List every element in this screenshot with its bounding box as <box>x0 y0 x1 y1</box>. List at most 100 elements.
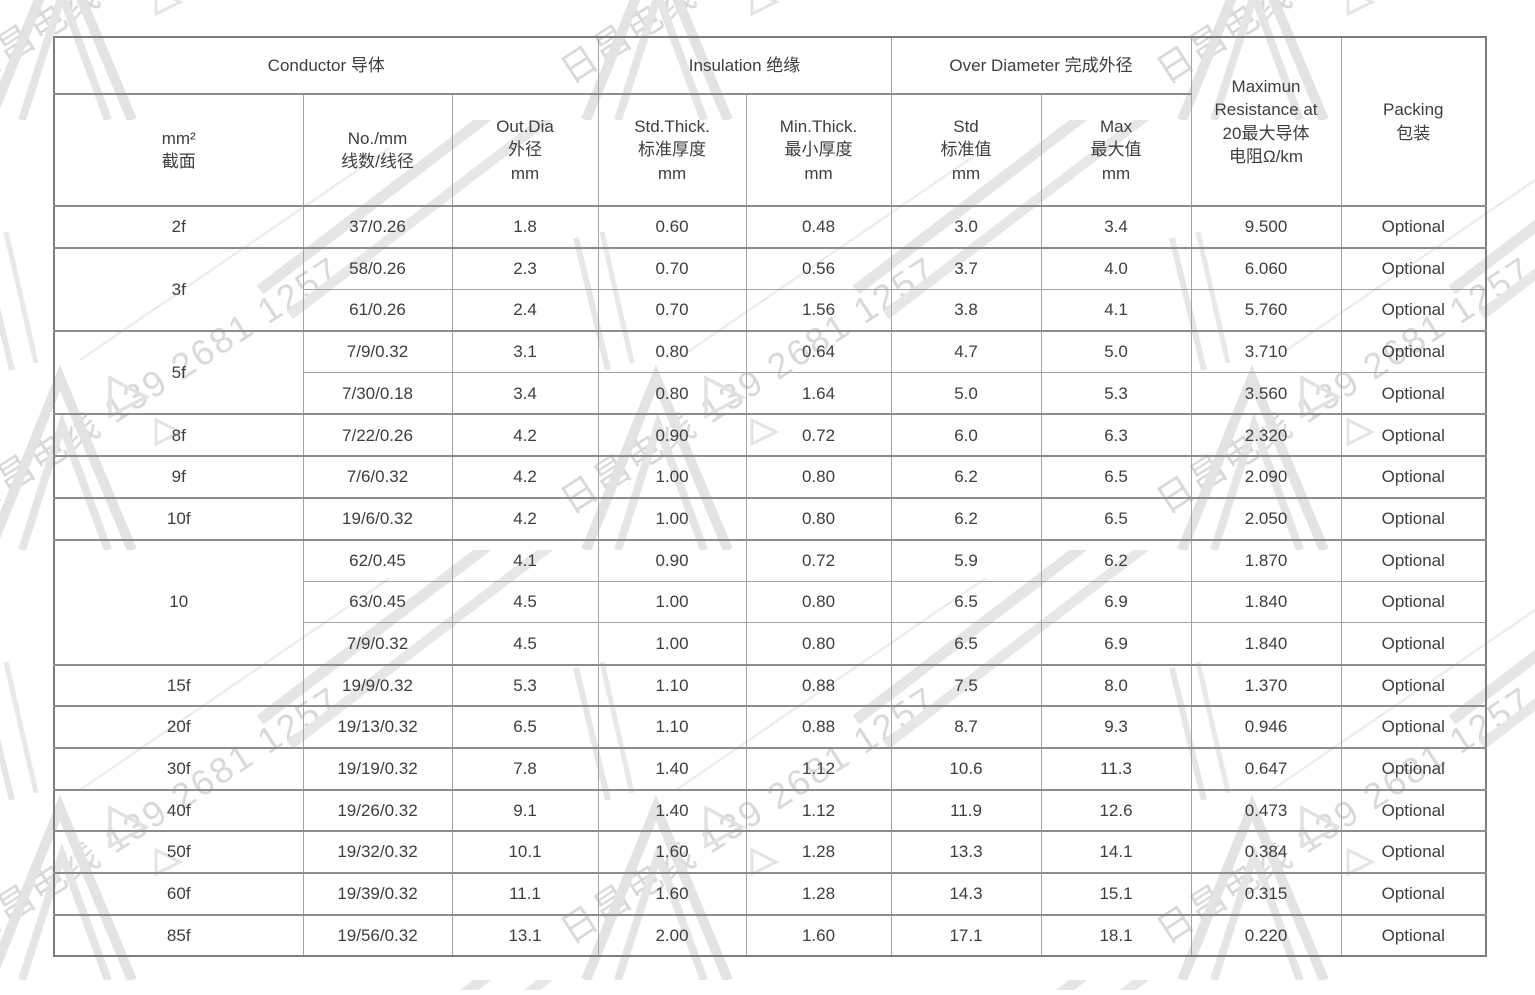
table-cell: Optional <box>1340 830 1487 874</box>
table-cell: 0.80 <box>597 372 747 415</box>
table-cell: 0.80 <box>745 580 892 624</box>
subheader-max: Max 最大值 mm <box>1040 93 1192 207</box>
size-cell: 60f <box>53 872 304 916</box>
table-cell: 4.5 <box>451 622 599 666</box>
table-cell: 8.7 <box>890 705 1042 749</box>
table-cell: 2.050 <box>1190 496 1342 540</box>
table-cell: 17.1 <box>890 913 1042 957</box>
table-cell: 1.10 <box>597 663 747 707</box>
table-cell: 7/22/0.26 <box>302 413 453 457</box>
size-cell: 10 <box>53 538 304 666</box>
table-cell: 2.00 <box>597 913 747 957</box>
table-cell: Optional <box>1340 705 1487 749</box>
size-cell: 9f <box>53 455 304 499</box>
table-cell: 19/6/0.32 <box>302 496 453 540</box>
table-cell: Optional <box>1340 663 1487 707</box>
table-cell: 9.500 <box>1190 205 1342 249</box>
size-cell: 40f <box>53 788 304 832</box>
table-cell: 62/0.45 <box>302 538 453 582</box>
table-cell: Optional <box>1340 538 1487 582</box>
table-cell: 0.384 <box>1190 830 1342 874</box>
table-cell: 0.70 <box>597 288 747 332</box>
table-cell: 0.60 <box>597 205 747 249</box>
table-row: 5f 7/9/0.32 3.1 0.80 0.64 4.7 5.0 3.710 Optional <box>53 330 1487 415</box>
table-cell: 0.48 <box>745 205 892 249</box>
table-cell: 14.3 <box>890 872 1042 916</box>
table-cell: 0.80 <box>745 622 892 666</box>
table-cell: Optional <box>1340 330 1487 374</box>
table-cell: 0.88 <box>745 705 892 749</box>
table-cell: 3.560 <box>1190 372 1342 415</box>
table-cell: Optional <box>1340 413 1487 457</box>
table-row: 9f 7/6/0.32 4.2 1.00 0.80 6.2 6.5 2.090 Optional <box>53 455 1487 499</box>
table-row: 3f 58/0.26 2.3 0.70 0.56 3.7 4.0 6.060 Optional <box>53 246 1487 332</box>
table-cell: 0.72 <box>745 413 892 457</box>
table-cell: 1.12 <box>745 746 892 791</box>
header-over-diameter: Over Diameter 完成外径 <box>890 36 1192 95</box>
table-cell: 6.5 <box>1040 496 1192 540</box>
size-cell: 5f <box>53 330 304 415</box>
table-cell: 6.5 <box>1040 455 1192 499</box>
table-cell: 58/0.26 <box>302 246 453 290</box>
table-cell: 19/26/0.32 <box>302 788 453 832</box>
size-cell: 3f <box>53 246 304 332</box>
table-cell: 3.0 <box>890 205 1042 249</box>
table-cell: Optional <box>1340 913 1487 957</box>
table-cell: 3.710 <box>1190 330 1342 374</box>
table-cell: 0.56 <box>745 246 892 290</box>
table-cell: Optional <box>1340 455 1487 499</box>
table-cell: 61/0.26 <box>302 288 453 332</box>
table-cell: 7.5 <box>890 663 1042 707</box>
table-row: 40f 19/26/0.32 9.1 1.40 1.12 11.9 12.6 0.473 Opt… <box>53 788 1487 832</box>
table-cell: 14.1 <box>1040 830 1192 874</box>
table-cell: 1.00 <box>597 622 747 666</box>
spec-table: Conductor 导体 Insulation 绝缘 Over Diameter… <box>53 36 1488 958</box>
subheader-outdia: Out.Dia 外径 mm <box>451 93 599 207</box>
table-cell: 4.5 <box>451 580 599 624</box>
header-group-row: Conductor 导体 Insulation 绝缘 Over Diameter… <box>53 36 1487 207</box>
header-max-resistance: Maximun Resistance at 20最大导体 电阻Ω/km <box>1190 36 1342 207</box>
table-cell: 7/6/0.32 <box>302 455 453 499</box>
table-cell: 19/13/0.32 <box>302 705 453 749</box>
subheader-stdthick: Std.Thick. 标准厚度 mm <box>597 93 747 207</box>
spec-table-container: Conductor 导体 Insulation 绝缘 Over Diameter… <box>53 36 1488 958</box>
table-cell: 7/9/0.32 <box>302 330 453 374</box>
table-cell: 4.1 <box>451 538 599 582</box>
table-cell: 4.1 <box>1040 288 1192 332</box>
table-cell: 18.1 <box>1040 913 1192 957</box>
table-cell: 6.5 <box>451 705 599 749</box>
table-cell: 1.870 <box>1190 538 1342 582</box>
table-cell: 6.2 <box>890 455 1042 499</box>
table-cell: 3.4 <box>451 372 599 415</box>
table-cell: 11.3 <box>1040 746 1192 791</box>
table-cell: 15.1 <box>1040 872 1192 916</box>
table-cell: 9.3 <box>1040 705 1192 749</box>
table-cell: 4.0 <box>1040 246 1192 290</box>
table-cell: 10.6 <box>890 746 1042 791</box>
table-cell: 3.8 <box>890 288 1042 332</box>
table-cell: 1.60 <box>745 913 892 957</box>
table-cell: Optional <box>1340 288 1487 332</box>
subheader-mm2: mm² 截面 <box>53 93 304 207</box>
size-cell: 85f <box>53 913 304 957</box>
table-cell: 0.647 <box>1190 746 1342 791</box>
table-cell: 6.3 <box>1040 413 1192 457</box>
table-cell: 5.0 <box>890 372 1042 415</box>
table-cell: 7/30/0.18 <box>302 372 453 415</box>
table-cell: 0.946 <box>1190 705 1342 749</box>
table-cell: 2.3 <box>451 246 599 290</box>
table-cell: 6.5 <box>890 580 1042 624</box>
header-insulation: Insulation 绝缘 <box>597 36 892 95</box>
table-cell: 1.40 <box>597 788 747 832</box>
table-row: 60f 19/39/0.32 11.1 1.60 1.28 14.3 15.1 0.315 Op… <box>53 872 1487 916</box>
table-cell: 10.1 <box>451 830 599 874</box>
table-cell: 0.220 <box>1190 913 1342 957</box>
table-cell: 11.1 <box>451 872 599 916</box>
table-cell: 1.12 <box>745 788 892 832</box>
table-cell: 13.3 <box>890 830 1042 874</box>
table-cell: 5.0 <box>1040 330 1192 374</box>
table-cell: 1.8 <box>451 205 599 249</box>
size-cell: 10f <box>53 496 304 540</box>
table-cell: 0.88 <box>745 663 892 707</box>
table-cell: Optional <box>1340 580 1487 624</box>
